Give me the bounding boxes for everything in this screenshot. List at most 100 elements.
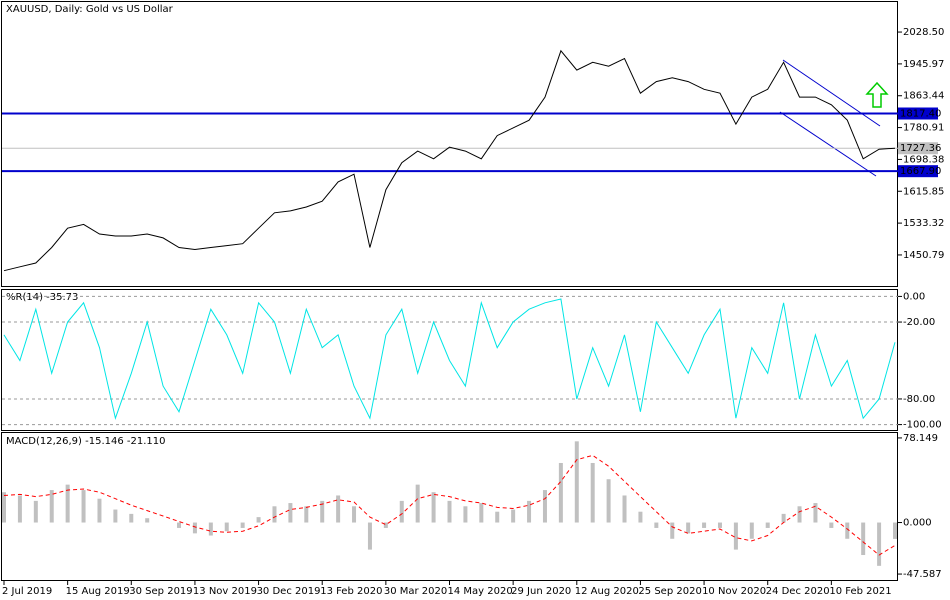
macd-title: MACD(12,26,9) -15.146 -21.110 (6, 436, 166, 447)
macd-bar (638, 511, 643, 523)
macd-bar (622, 495, 627, 523)
x-tick-label: 30 Sep 2019 (129, 586, 192, 597)
macd-bar (352, 506, 357, 523)
macd-bar (240, 522, 245, 528)
macd-bar (654, 522, 659, 528)
x-tick-label: 12 Aug 2020 (575, 586, 639, 597)
macd-bar (33, 500, 38, 523)
y-tick-label: 0.00 (903, 291, 925, 302)
chart-title: XAUUSD, Daily: Gold vs US Dollar (6, 4, 174, 15)
macd-bar (431, 492, 436, 523)
x-tick-label: 29 Jun 2020 (511, 586, 571, 597)
macd-bar (686, 522, 691, 534)
macd-bar (415, 484, 420, 523)
x-tick-label: 2 Jul 2019 (2, 586, 52, 597)
y-tick-label: 1698.38 (903, 154, 944, 165)
macd-bar (574, 441, 579, 523)
macd-bar (781, 513, 786, 523)
macd-bar (702, 522, 707, 528)
macd-bar (129, 513, 134, 523)
price-panel (1, 1, 898, 287)
y-tick-label: 1945.97 (903, 59, 944, 70)
macd-bar (97, 498, 102, 523)
macd-bar (495, 511, 500, 523)
macd-bar (447, 500, 452, 523)
level-label: 1727.36 (900, 143, 941, 154)
channel-line (782, 59, 881, 127)
macd-bar (717, 522, 722, 528)
macd-bar (320, 500, 325, 523)
macd-bar (113, 509, 118, 523)
macd-panel (1, 432, 898, 581)
macd-bar (749, 522, 754, 539)
macd-bar (336, 495, 341, 523)
up-arrow (865, 81, 889, 108)
y-tick-label: 2028.50 (903, 27, 944, 38)
x-tick-label: 10 Nov 2020 (702, 586, 766, 597)
macd-bar (527, 500, 532, 523)
x-tick-label: 14 May 2020 (448, 586, 513, 597)
level-label: 1667.90 (900, 166, 941, 177)
macd-bar (797, 506, 802, 523)
level-box (898, 142, 938, 155)
macd-bar (17, 495, 22, 523)
y-tick-label: 1533.32 (903, 218, 944, 229)
signal-line (3, 454, 896, 556)
macd-bar (272, 506, 277, 523)
macd-bar (733, 522, 738, 550)
macd-bar (367, 522, 372, 550)
macd-bar (590, 462, 595, 523)
wpr-title: %R(14) -35.73 (6, 292, 78, 303)
macd-bar (463, 506, 468, 523)
x-tick-label: 30 Dec 2019 (257, 586, 321, 597)
y-tick-label: 1780.91 (903, 123, 944, 134)
macd-bar (288, 503, 293, 523)
macd-bar (558, 462, 563, 523)
price-line (3, 49, 896, 272)
level-box (898, 107, 938, 120)
macd-bar (829, 522, 834, 528)
y-tick-label: 78.149 (903, 433, 938, 444)
macd-bar (670, 522, 675, 539)
macd-bar (177, 522, 182, 528)
y-tick-label: 0.000 (903, 518, 932, 529)
macd-bar (81, 490, 86, 523)
x-tick-label: 30 Mar 2020 (384, 586, 447, 597)
y-tick-label: -100.00 (903, 420, 942, 431)
y-tick-label: 1615.85 (903, 186, 944, 197)
wpr-line (3, 298, 896, 420)
y-tick-label: -20.00 (903, 317, 935, 328)
wpr-panel (1, 289, 898, 431)
x-tick-label: 25 Sep 2020 (638, 586, 701, 597)
macd-bar (256, 517, 261, 523)
y-tick-label: 1450.79 (903, 250, 944, 261)
x-tick-label: 15 Aug 2019 (66, 586, 130, 597)
macd-bar (2, 492, 6, 523)
macd-bar (65, 484, 70, 523)
macd-bar (542, 490, 547, 523)
macd-bar (304, 506, 309, 523)
macd-bar (399, 500, 404, 523)
y-tick-label: -47.587 (903, 569, 942, 580)
macd-bar (383, 522, 388, 528)
level-label: 1817.40 (900, 109, 941, 120)
macd-bar (606, 479, 611, 523)
macd-bar (813, 503, 818, 523)
macd-bar (224, 522, 229, 532)
macd-bar (893, 522, 897, 539)
macd-bar (479, 503, 484, 523)
x-tick-label: 10 Feb 2021 (829, 586, 891, 597)
x-tick-label: 24 Dec 2020 (766, 586, 830, 597)
y-tick-label: -80.00 (903, 394, 935, 405)
macd-bar (845, 522, 850, 539)
macd-bar (145, 518, 150, 523)
x-tick-label: 13 Nov 2019 (193, 586, 257, 597)
level-box (898, 165, 938, 178)
macd-bar (208, 522, 213, 536)
channel-line (779, 111, 877, 177)
macd-bar (49, 490, 54, 523)
y-tick-label: 1863.44 (903, 91, 944, 102)
macd-bar (192, 522, 197, 534)
macd-bar (861, 522, 866, 556)
